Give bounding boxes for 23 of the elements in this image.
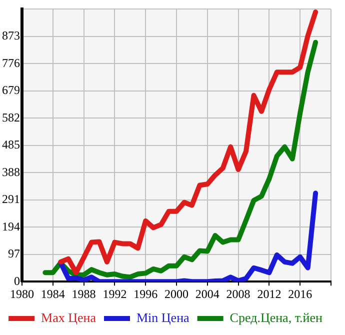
x-tick-label: 2000 xyxy=(164,286,188,301)
x-tick-label: 2004 xyxy=(195,286,220,301)
y-tick-label: 679 xyxy=(2,83,20,98)
y-tick-label: 582 xyxy=(2,110,20,124)
legend-label: Сред.Цена, т.йен xyxy=(230,310,323,325)
y-tick-label: 194 xyxy=(2,219,20,234)
y-tick-label: 776 xyxy=(2,56,20,70)
y-tick-label: 0 xyxy=(14,274,20,288)
x-tick-label: 2008 xyxy=(226,286,250,301)
x-tick-label: 1988 xyxy=(72,286,96,301)
x-tick-label: 1980 xyxy=(10,286,34,301)
legend-label: Max Цена xyxy=(41,310,96,325)
y-tick-label: 291 xyxy=(2,192,20,206)
legend-label: Min Цена xyxy=(136,310,190,325)
y-tick-label: 485 xyxy=(2,138,20,152)
x-tick-label: 1984 xyxy=(40,286,65,301)
y-tick-label: 97 xyxy=(8,246,20,261)
y-tick-label: 873 xyxy=(2,28,20,43)
x-tick-label: 2012 xyxy=(257,286,282,301)
x-tick-label: 1996 xyxy=(134,286,158,301)
x-tick-label: 2016 xyxy=(288,286,312,301)
x-tick-label: 1992 xyxy=(102,286,127,301)
y-tick-label: 388 xyxy=(2,164,20,179)
